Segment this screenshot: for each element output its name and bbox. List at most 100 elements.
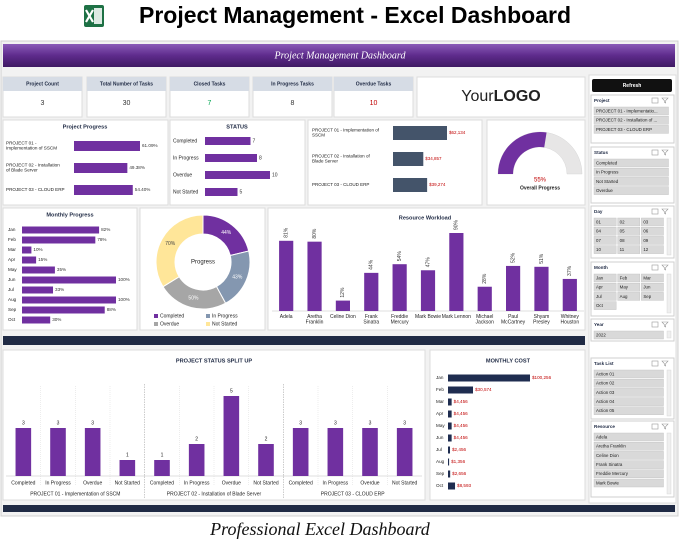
- slicer-item-label[interactable]: Action 04: [596, 399, 615, 404]
- slicer-item-label[interactable]: Frank Sinatra: [596, 462, 623, 467]
- slicer-item-box[interactable]: [593, 432, 664, 442]
- slicer-item-box[interactable]: [593, 245, 617, 254]
- slicer-item-label[interactable]: Not Started: [596, 179, 619, 184]
- slicer-item[interactable]: Jan: [593, 273, 617, 283]
- slicer-item[interactable]: Action 05: [593, 406, 664, 415]
- slicer-item-box[interactable]: [641, 217, 664, 227]
- slicer-item[interactable]: 2022: [593, 330, 664, 340]
- slicer-item-box[interactable]: [593, 388, 664, 397]
- slicer-item-label[interactable]: 05: [620, 229, 625, 234]
- slicer-item[interactable]: 07: [593, 236, 617, 245]
- slicer-item-box[interactable]: [593, 217, 617, 227]
- slicer-item[interactable]: Freddie Mercury: [593, 469, 664, 478]
- slicer-item-label[interactable]: PROJECT 02 - Installation of ...: [596, 118, 657, 123]
- slicer-item-box[interactable]: [617, 236, 641, 245]
- slicer-item[interactable]: Celine Dion: [593, 451, 664, 460]
- slicer-item-label[interactable]: May: [620, 285, 629, 290]
- refresh-label[interactable]: Refresh: [623, 83, 642, 89]
- slicer-item[interactable]: Sep: [641, 292, 664, 301]
- slicer-item[interactable]: PROJECT 02 - Installation of ...: [593, 115, 669, 125]
- slicer-item[interactable]: Jun: [641, 283, 664, 292]
- slicer-item[interactable]: Action 01: [593, 369, 664, 379]
- slicer-item-label[interactable]: PROJECT 03 - CLOUD ERP: [596, 127, 652, 132]
- slicer-item[interactable]: 01: [593, 217, 617, 227]
- slicer-item[interactable]: Aretha Franklin: [593, 442, 664, 451]
- slicer-item-label[interactable]: Mar: [643, 275, 651, 280]
- slicer-item-label[interactable]: Jul: [596, 294, 602, 299]
- slicer-item-box[interactable]: [617, 226, 641, 236]
- slicer-item-box[interactable]: [641, 226, 664, 236]
- slicer-item-box[interactable]: [593, 379, 664, 388]
- refresh-button[interactable]: [592, 79, 672, 92]
- slicer-item-label[interactable]: Aug: [620, 294, 628, 299]
- slicer-item-box[interactable]: [641, 236, 664, 245]
- slicer-item[interactable]: Action 03: [593, 388, 664, 397]
- slicer-item-box[interactable]: [593, 292, 617, 301]
- slicer-item-label[interactable]: In Progress: [596, 170, 619, 175]
- slicer-item-label[interactable]: Action 03: [596, 390, 615, 395]
- slicer-item-label[interactable]: Feb: [620, 275, 628, 280]
- slicer-item[interactable]: PROJECT 01 - Implementatio...: [593, 106, 669, 116]
- slicer-item[interactable]: Adela: [593, 432, 664, 442]
- slicer-item-box[interactable]: [593, 301, 617, 310]
- slicer-item-box[interactable]: [593, 167, 669, 177]
- slicer-item[interactable]: 04: [593, 226, 617, 236]
- slicer-item-box[interactable]: [593, 451, 664, 460]
- slicer-item[interactable]: 10: [593, 245, 617, 254]
- slicer-item-label[interactable]: Oct: [596, 303, 604, 308]
- slicer-item-label[interactable]: 09: [643, 238, 648, 243]
- slicer-item-label[interactable]: Celine Dion: [596, 453, 619, 458]
- slicer-item-box[interactable]: [593, 460, 664, 469]
- slicer-item-box[interactable]: [593, 125, 669, 134]
- slicer-item[interactable]: Action 02: [593, 379, 664, 388]
- slicer-item[interactable]: 05: [617, 226, 641, 236]
- slicer-item-label[interactable]: Action 05: [596, 408, 615, 413]
- slicer-item-box[interactable]: [593, 158, 669, 168]
- slicer-item-label[interactable]: 06: [643, 229, 648, 234]
- slicer-item-label[interactable]: Completed: [596, 160, 618, 165]
- slicer-item-box[interactable]: [593, 106, 669, 116]
- slicer-item[interactable]: 06: [641, 226, 664, 236]
- slicer-item-label[interactable]: 03: [643, 219, 648, 224]
- slicer-item-label[interactable]: Jan: [596, 275, 604, 280]
- slicer-item[interactable]: 03: [641, 217, 664, 227]
- slicer-item[interactable]: Apr: [593, 283, 617, 292]
- slicer-item-box[interactable]: [617, 273, 641, 283]
- slicer-item-label[interactable]: Action 02: [596, 381, 615, 386]
- slicer-item-box[interactable]: [593, 478, 664, 488]
- slicer-item[interactable]: PROJECT 03 - CLOUD ERP: [593, 125, 669, 134]
- slicer-item-label[interactable]: Mark Bowie: [596, 480, 619, 485]
- slicer-item[interactable]: 08: [617, 236, 641, 245]
- slicer-item-box[interactable]: [641, 245, 664, 254]
- slicer-item-box[interactable]: [593, 186, 669, 195]
- slicer-item-label[interactable]: 11: [620, 247, 625, 252]
- slicer-item-box[interactable]: [617, 283, 641, 292]
- slicer-item-label[interactable]: Adela: [596, 434, 608, 439]
- slicer-item-box[interactable]: [593, 406, 664, 415]
- slicer-item-label[interactable]: Aretha Franklin: [596, 444, 626, 449]
- slicer-item-box[interactable]: [593, 283, 617, 292]
- slicer-item[interactable]: May: [617, 283, 641, 292]
- slicer-item[interactable]: Feb: [617, 273, 641, 283]
- slicer-item-box[interactable]: [593, 115, 669, 125]
- slicer-item-label[interactable]: 07: [596, 238, 601, 243]
- slicer-item[interactable]: 02: [617, 217, 641, 227]
- slicer-item-box[interactable]: [617, 292, 641, 301]
- slicer-item[interactable]: Action 04: [593, 397, 664, 406]
- slicer-item-label[interactable]: 04: [596, 229, 601, 234]
- slicer-item-label[interactable]: 08: [620, 238, 625, 243]
- slicer-item-label[interactable]: Action 01: [596, 371, 615, 376]
- slicer-item-box[interactable]: [593, 442, 664, 451]
- slicer-item-label[interactable]: Jun: [643, 285, 651, 290]
- slicer-item[interactable]: Mar: [641, 273, 664, 283]
- slicer-item-box[interactable]: [593, 469, 664, 478]
- slicer-item-box[interactable]: [617, 217, 641, 227]
- slicer-item-box[interactable]: [593, 330, 664, 340]
- slicer-item[interactable]: Completed: [593, 158, 669, 168]
- slicer-item[interactable]: In Progress: [593, 167, 669, 177]
- slicer-item-label[interactable]: 10: [596, 247, 601, 252]
- slicer-item[interactable]: Frank Sinatra: [593, 460, 664, 469]
- slicer-item[interactable]: Overdue: [593, 186, 669, 195]
- slicer-item-box[interactable]: [593, 177, 669, 186]
- slicer-item[interactable]: Mark Bowie: [593, 478, 664, 488]
